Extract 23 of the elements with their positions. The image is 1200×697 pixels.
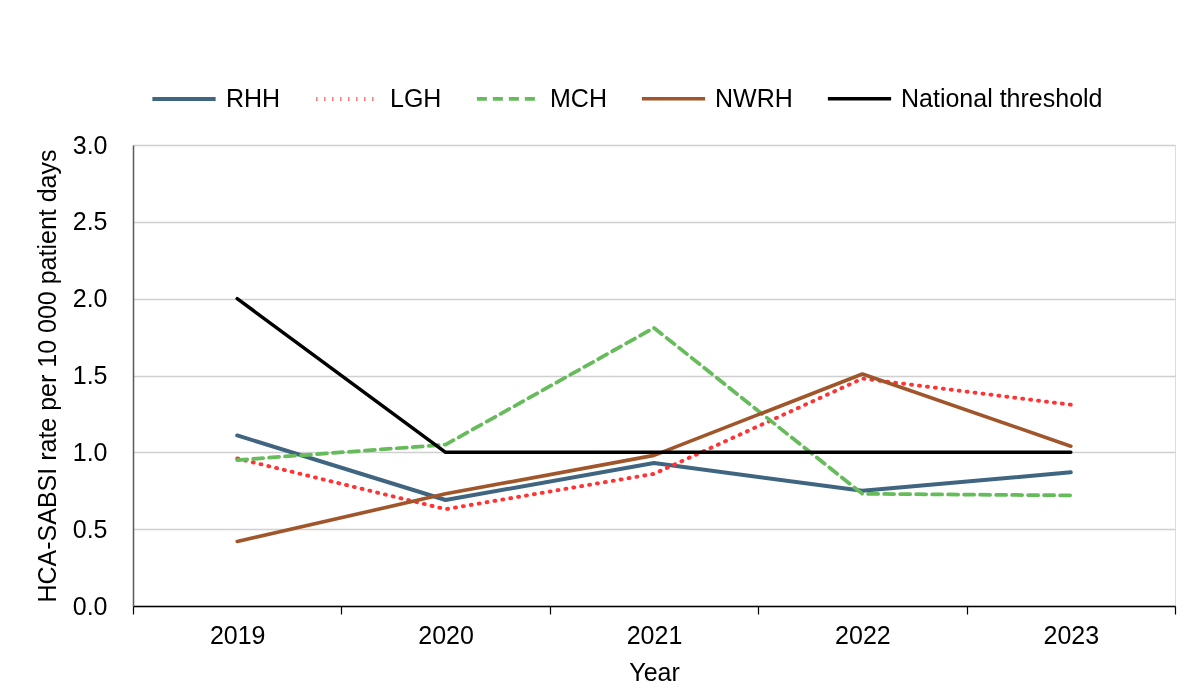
x-tick-label: 2021 — [626, 620, 683, 649]
legend-label: NWRH — [715, 83, 793, 112]
y-axis-title: HCA-SABSI rate per 10 000 patient days — [32, 149, 61, 603]
x-axis-title: Year — [629, 657, 680, 686]
legend-label: National threshold — [901, 83, 1103, 112]
line-series — [235, 376, 1073, 512]
x-tick-label: 2020 — [418, 620, 474, 649]
y-tick-label: 0.5 — [72, 514, 108, 543]
y-tick-label: 1.0 — [72, 437, 108, 466]
x-tick-label: 2019 — [209, 620, 266, 649]
line-series — [235, 325, 1073, 498]
y-tick-label: 3.0 — [72, 130, 108, 159]
line-series — [235, 433, 1073, 502]
line-series — [235, 372, 1073, 544]
y-tick-label: 2.0 — [72, 284, 108, 313]
y-tick-label: 1.5 — [72, 361, 108, 389]
legend-label: MCH — [550, 83, 607, 112]
x-tick-label: 2022 — [835, 620, 891, 649]
y-tick-label: 0.0 — [72, 591, 108, 620]
x-tick-label: 2023 — [1043, 620, 1100, 649]
legend-label: LGH — [390, 84, 442, 112]
legend-label: RHH — [226, 84, 281, 112]
y-tick-label: 2.5 — [72, 207, 108, 236]
